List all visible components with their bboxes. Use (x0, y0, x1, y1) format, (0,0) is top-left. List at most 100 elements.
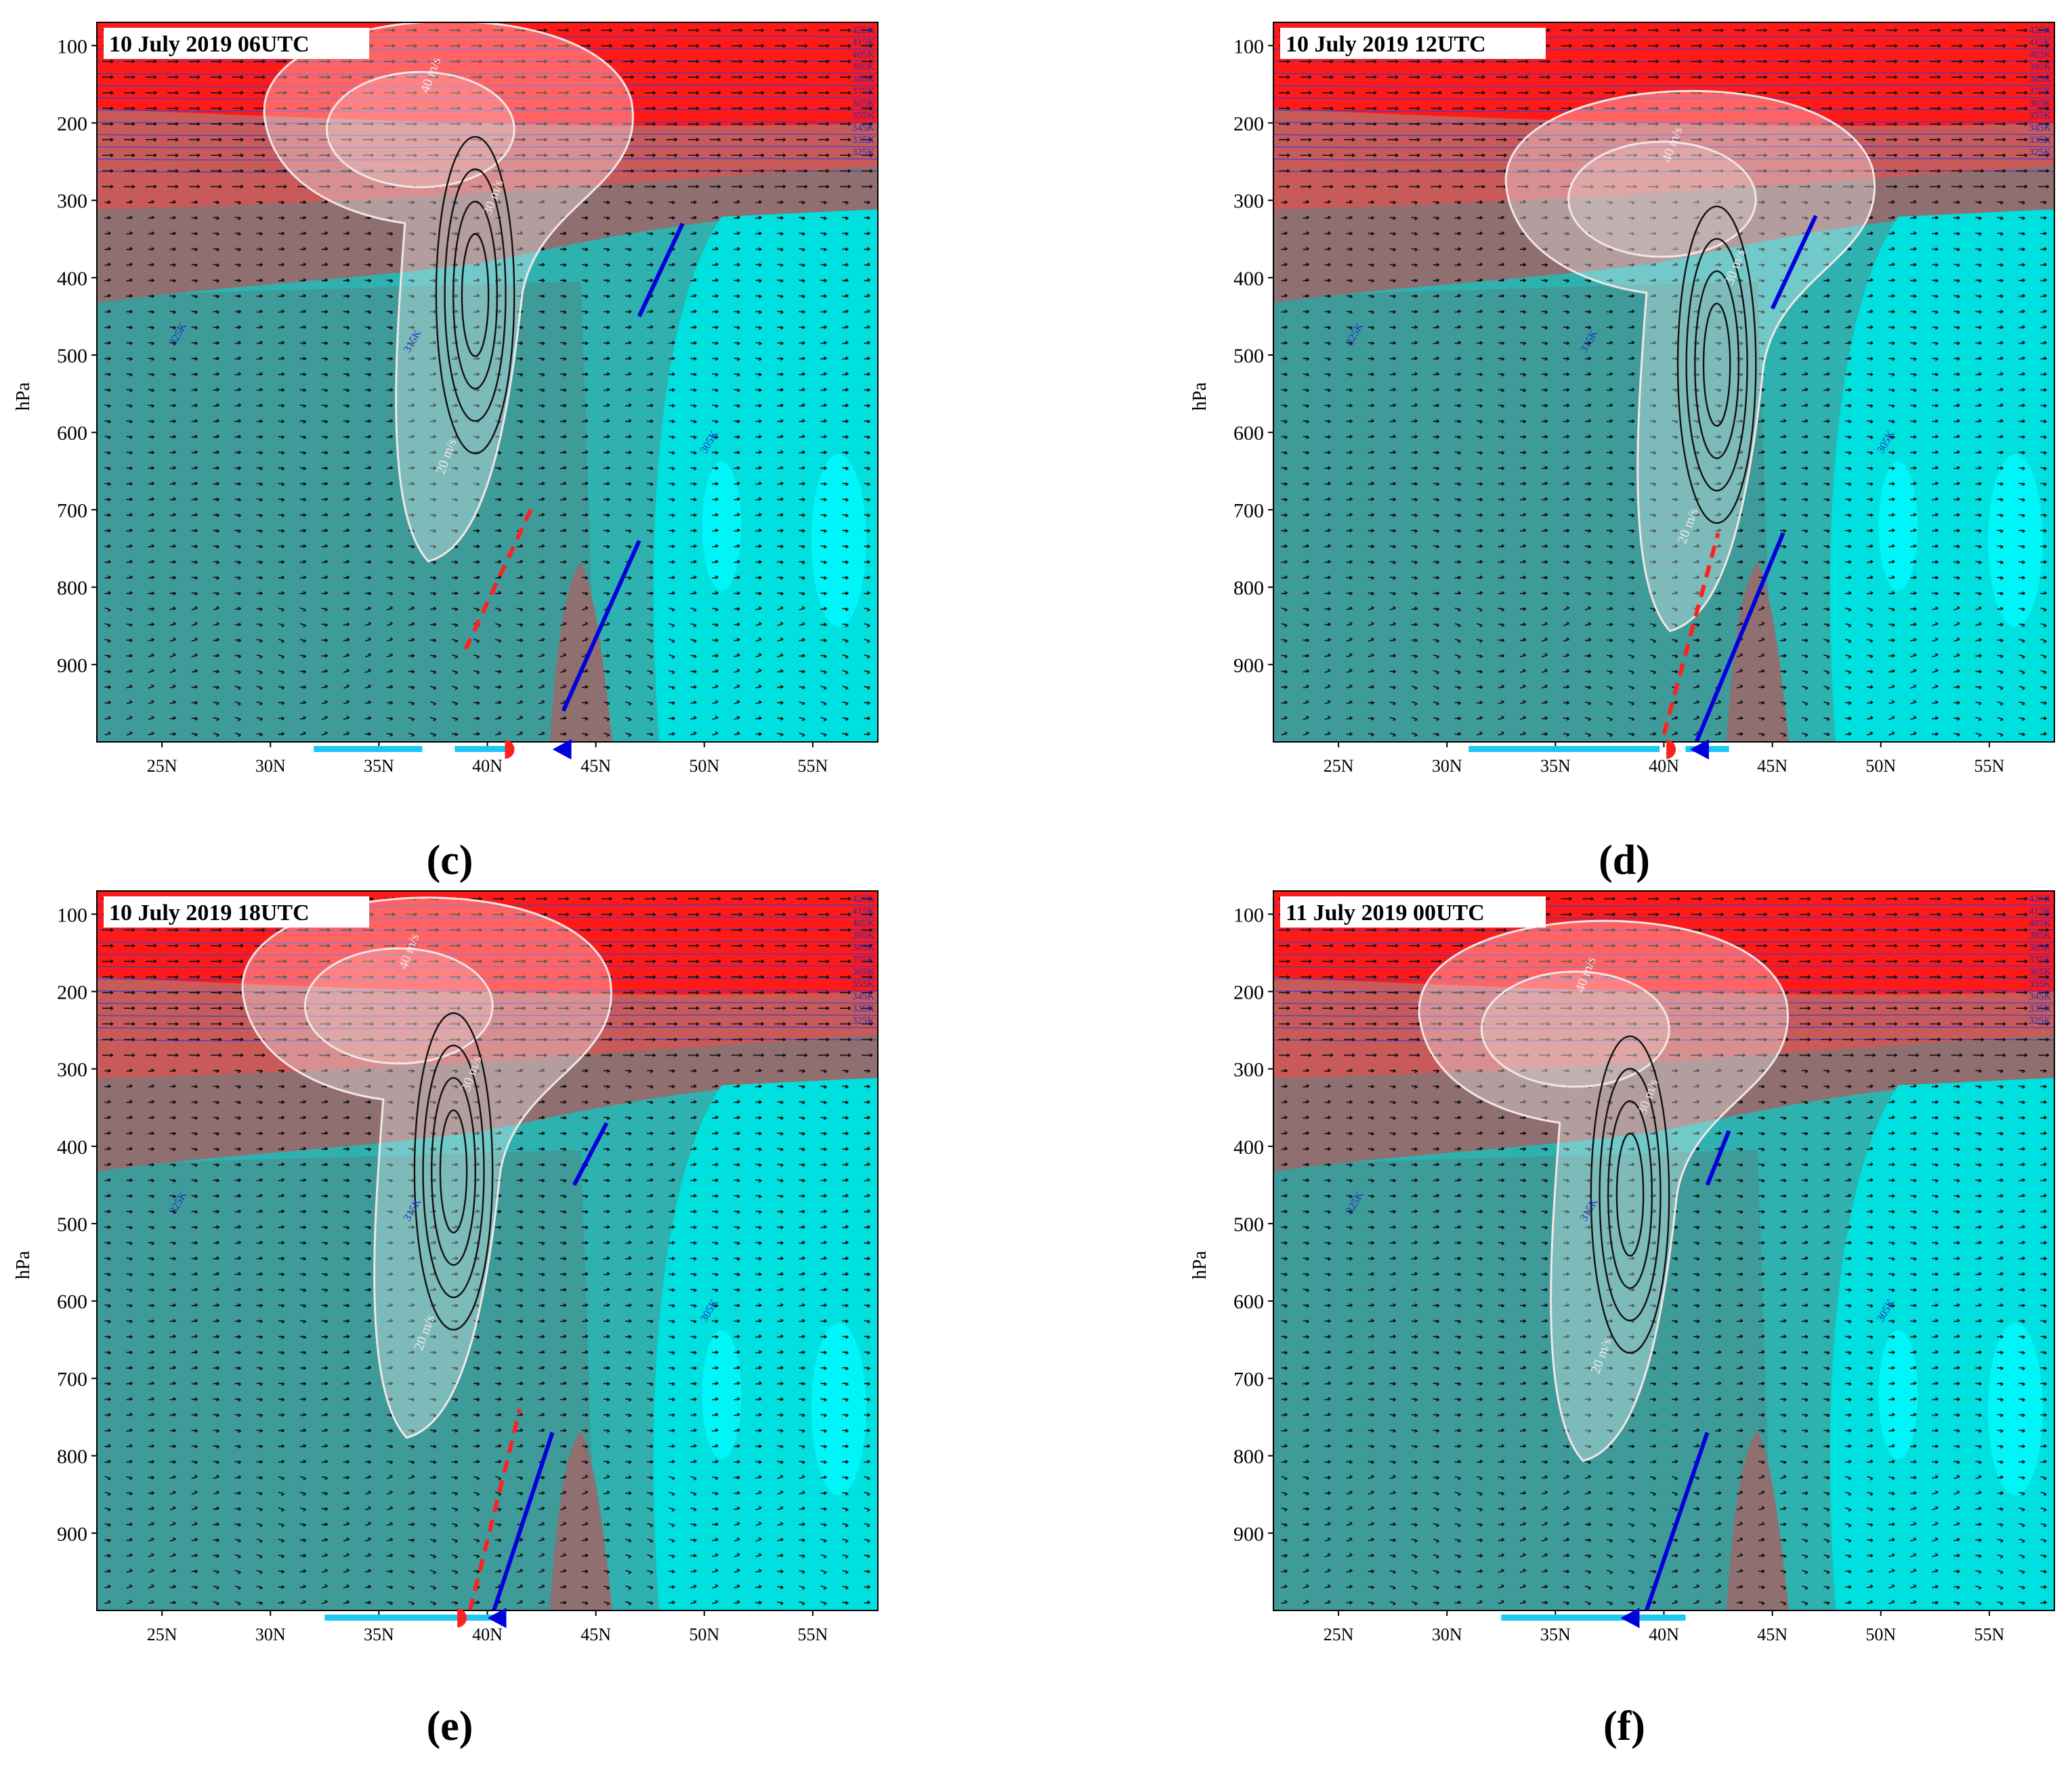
y-tick-label: 500 (1233, 1213, 1264, 1236)
theta-surface-warm (1726, 1430, 1789, 1610)
isentrope (97, 60, 878, 63)
x-tick-label: 45N (1757, 1625, 1788, 1644)
isentrope (1273, 146, 2054, 148)
panel-3: 40 m/s30 m/s20 m/s425K415K405K395K385K37… (13, 890, 879, 1749)
panel-title: 11 July 2019 00UTC (1286, 900, 1485, 926)
isentrope (97, 109, 878, 112)
panel-title-box (104, 28, 369, 59)
warm-front-line (463, 509, 533, 650)
x-tick-label: 25N (1324, 1625, 1354, 1644)
theta-label: 405K (852, 49, 875, 60)
y-tick-label: 500 (57, 345, 87, 367)
panel-title: 10 July 2019 18UTC (109, 900, 310, 926)
theta-label: 395K (2029, 930, 2052, 941)
x-tick-label: 55N (798, 756, 828, 776)
cold-front-lower-line (1694, 532, 1785, 742)
theta-label: 355K (2029, 110, 2052, 121)
isentrope (1273, 928, 2054, 932)
omega-contour (461, 233, 490, 358)
x-tick-label: 45N (580, 1625, 611, 1644)
theta-layer-mid (97, 1150, 597, 1610)
y-tick-label: 900 (57, 1523, 87, 1545)
isotach-40 (1567, 140, 1757, 258)
y-tick-label: 700 (57, 1368, 87, 1390)
y-tick-label: 600 (1233, 422, 1264, 444)
panel-2: 40 m/s30 m/s20 m/s425K415K405K395K385K37… (1189, 22, 2055, 884)
y-tick-label: 300 (1233, 190, 1264, 213)
isentrope (1273, 158, 2054, 161)
theta-label: 355K (852, 979, 875, 990)
omega-contour (1685, 238, 1748, 492)
isentrope (97, 1039, 878, 1041)
x-tick-label: 30N (1432, 756, 1462, 776)
theta-label: 335K (2029, 135, 2052, 146)
theta-label: 385K (852, 74, 875, 85)
omega-contour (435, 136, 515, 455)
theta-label: 375K (852, 955, 875, 965)
theta-patch-305k (702, 1329, 742, 1459)
x-tick-label: 35N (364, 756, 394, 776)
x-tick-label: 40N (472, 756, 503, 776)
omega-contour (413, 1012, 494, 1331)
theta-patch-305k (1878, 1329, 1918, 1459)
isentrope (97, 1026, 878, 1029)
theta-surface-warm (1726, 562, 1789, 742)
theta-label: 405K (852, 918, 875, 929)
isotach-30 (1504, 89, 1876, 632)
x-tick-label: 30N (1432, 1625, 1462, 1644)
isotach-30 (241, 896, 612, 1439)
surface-front-bar (454, 746, 509, 752)
isentrope (97, 158, 878, 161)
panel-1: 40 m/s30 m/s20 m/s425K415K405K395K385K37… (13, 22, 879, 884)
isotach-40 (1480, 970, 1670, 1088)
isentrope (97, 965, 878, 968)
isentrope (1273, 978, 2054, 980)
isentrope (1273, 1039, 2054, 1041)
x-tick-label: 35N (1540, 756, 1571, 776)
y-tick-label: 700 (57, 499, 87, 522)
isentrope (1273, 97, 2054, 100)
theta-label: 385K (2029, 942, 2052, 953)
x-tick-label: 35N (1540, 1625, 1571, 1644)
x-tick-label: 25N (1324, 756, 1354, 776)
isentrope (1273, 990, 2054, 993)
isotach-30 (263, 22, 634, 563)
y-tick-label: 100 (57, 35, 87, 58)
isentrope (97, 121, 878, 124)
x-tick-label: 25N (147, 756, 177, 776)
theta-label: 425K (852, 25, 875, 36)
isentrope (97, 990, 878, 993)
y-tick-label: 200 (57, 981, 87, 1003)
cold-front-upper-line (1705, 1129, 1731, 1186)
cold-front-symbol (487, 1608, 507, 1628)
x-tick-label: 30N (255, 1625, 286, 1644)
y-tick-label: 900 (57, 654, 87, 677)
omega-contour (1694, 270, 1740, 459)
omega-contour (452, 201, 499, 390)
theta-label: 385K (852, 942, 875, 953)
omega-contour (444, 168, 507, 422)
panel-letter: (e) (427, 1703, 473, 1749)
plot-area: 40 m/s30 m/s20 m/s425K415K405K395K385K37… (1273, 22, 2054, 742)
theta-label: 395K (852, 62, 875, 72)
y-tick-label: 100 (1233, 904, 1264, 926)
isentrope (97, 146, 878, 148)
isentrope (1273, 1014, 2054, 1017)
x-tick-label: 55N (1974, 1625, 2005, 1644)
warm-front-symbol (505, 740, 515, 759)
y-axis-label: hPa (13, 382, 34, 411)
isentrope (97, 928, 878, 932)
theta-label: 395K (2029, 62, 2052, 72)
cold-front-lower-line (1645, 1432, 1710, 1610)
x-tick-label: 50N (689, 1625, 719, 1644)
omega-contour (1676, 205, 1757, 524)
isentrope (97, 97, 878, 100)
theta-label: 415K (852, 906, 875, 917)
isentrope (1273, 84, 2054, 87)
warm-front-line (1662, 532, 1720, 735)
omega-contour (1599, 1068, 1662, 1322)
theta-label: 365K (2029, 967, 2052, 978)
theta-patch-305k (1987, 454, 2043, 627)
theta-label: 405K (2029, 918, 2052, 929)
y-tick-label: 800 (57, 577, 87, 600)
